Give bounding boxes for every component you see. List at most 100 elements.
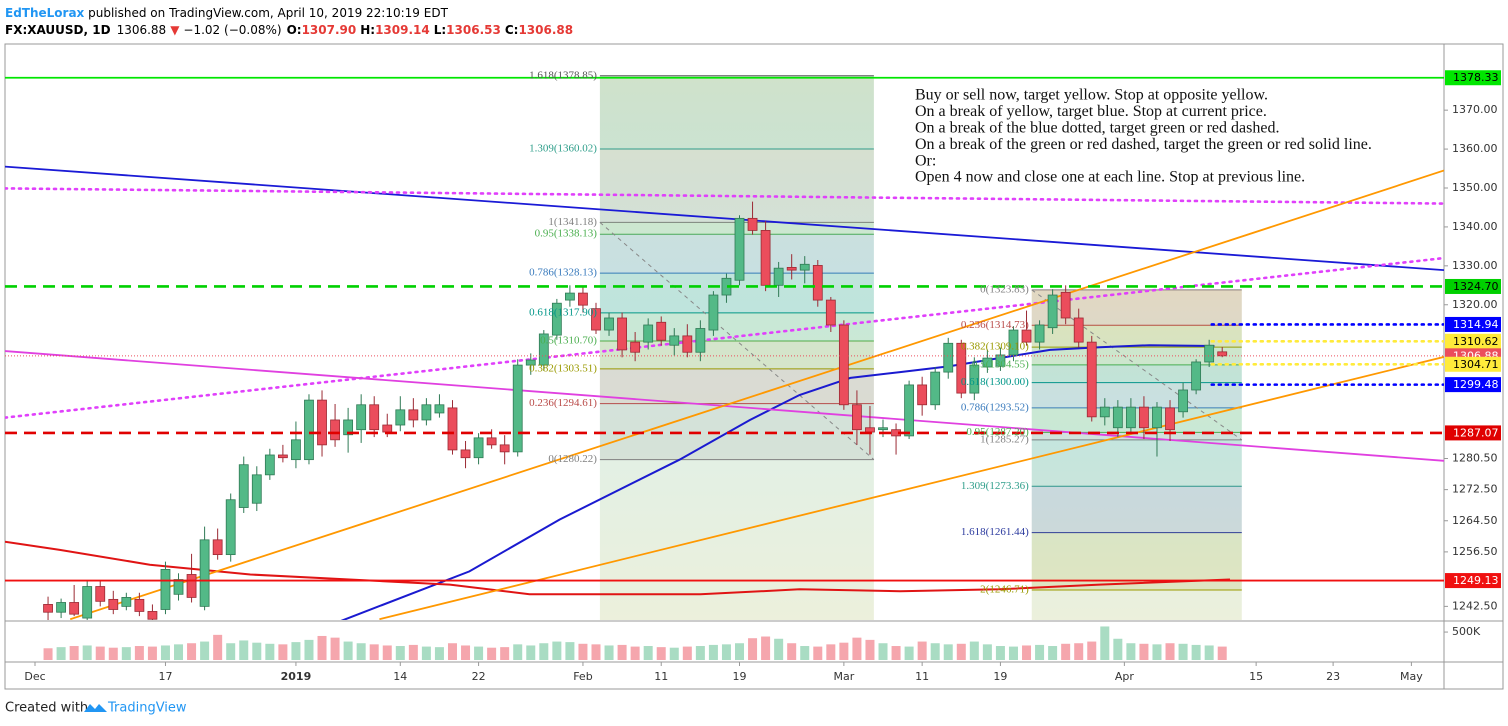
fib-label: 0.236(1314.73)	[961, 319, 1029, 331]
x-tick-label: 19	[733, 670, 747, 683]
candle-body	[408, 409, 419, 421]
x-tick-label: 11	[654, 670, 668, 683]
fib-label: 0.786(1328.13)	[529, 267, 597, 279]
candle-body	[199, 539, 210, 607]
footer: Created with TradingView	[5, 701, 187, 716]
volume-bar	[1035, 644, 1045, 660]
x-tick-label: 15	[1249, 670, 1263, 683]
fib-label: 0.95(1338.13)	[535, 228, 598, 240]
candle-body	[343, 419, 354, 436]
candle-body	[95, 586, 106, 602]
candle-body	[512, 364, 523, 453]
volume-bar	[591, 644, 601, 660]
fib-label: 1.309(1273.36)	[961, 480, 1029, 492]
price-badge	[1445, 278, 1501, 294]
x-tick-label: Apr	[1115, 670, 1135, 683]
candle-body	[708, 294, 719, 331]
volume-bar	[1165, 643, 1175, 660]
candle-body	[917, 384, 928, 406]
candle-body	[460, 449, 471, 459]
volume-bar	[708, 644, 718, 660]
y-tick-label: 1350.00	[1452, 181, 1498, 194]
author[interactable]: EdTheLorax	[5, 6, 85, 20]
candle-body	[43, 604, 53, 613]
fib-band	[599, 75, 874, 150]
y-tick-label: 1242.50	[1452, 599, 1498, 612]
fib-label: 0.5(1304.55)	[972, 358, 1029, 370]
change: −1.02 (−0.08%)	[183, 23, 281, 37]
candle-body	[1112, 406, 1123, 429]
trend-line	[5, 165, 1444, 272]
fib-label: 1.309(1360.02)	[529, 143, 597, 155]
candle-body	[525, 359, 536, 366]
x-tick-label: 23	[1326, 670, 1340, 683]
candle-body	[852, 404, 862, 431]
candle-body	[1060, 291, 1071, 319]
fib-band	[1031, 325, 1242, 348]
published: published on TradingView.com, April 10, …	[84, 6, 448, 20]
volume-bar	[539, 643, 549, 660]
candle-body	[551, 302, 562, 336]
volume-bar	[982, 644, 992, 660]
candle-body	[538, 333, 549, 366]
candle-body	[630, 341, 641, 353]
price-badge-label: 1304.71	[1453, 358, 1499, 371]
volume-layer	[43, 626, 1227, 660]
candle-body	[434, 404, 445, 414]
volume-bar	[382, 645, 392, 660]
volume-bar	[748, 638, 758, 660]
price-badge	[1445, 333, 1501, 349]
volume-bar	[735, 643, 745, 660]
fib-label: 0.786(1293.52)	[961, 401, 1029, 413]
candle-body	[695, 328, 706, 353]
candle-body	[1191, 361, 1202, 391]
volume-bar	[774, 638, 784, 660]
footer-brand[interactable]: TradingView	[107, 701, 187, 716]
fib-band	[1031, 407, 1242, 433]
annotation-line: On a break of yellow, target blue. Stop …	[915, 103, 1267, 120]
volume-bar	[343, 641, 353, 660]
ohlc-value: 1309.14	[375, 23, 430, 37]
volume-bar	[943, 644, 953, 660]
x-tick-label: 2019	[281, 670, 312, 683]
x-tick-label: 14	[393, 670, 407, 683]
volume-bar	[56, 647, 66, 660]
candle-body	[591, 308, 601, 331]
candle-body	[238, 464, 249, 508]
volume-bar	[800, 646, 810, 660]
price-badge-label: 1314.94	[1453, 318, 1499, 331]
ohlc-value: 1307.90	[302, 23, 357, 37]
volume-bar	[695, 646, 705, 660]
frame	[4, 43, 1504, 690]
volume-bar	[95, 646, 105, 660]
candle-body	[982, 357, 993, 368]
fib-label: 0.95(1287.20)	[966, 426, 1029, 438]
volume-bar	[1008, 646, 1018, 660]
volume-bar	[1191, 644, 1201, 660]
y-tick-label: 1370.00	[1452, 103, 1498, 116]
candle-body	[1217, 351, 1228, 357]
candle-body	[291, 439, 301, 461]
volume-bar	[1139, 643, 1149, 660]
volume-bar	[291, 642, 301, 660]
candle-body	[1152, 406, 1162, 429]
volume-bar	[1100, 626, 1110, 660]
volume-bar	[147, 646, 157, 660]
volume-bar	[682, 646, 692, 660]
price: 1306.88	[117, 23, 167, 37]
logo	[84, 704, 107, 712]
volume-bar	[1061, 643, 1071, 660]
volume-bar	[500, 647, 510, 660]
volume-bar	[826, 644, 836, 660]
ohlc-label: L:	[434, 23, 446, 37]
volume-bar	[1087, 641, 1097, 660]
volume-bar	[1126, 643, 1136, 660]
volume-bar	[174, 644, 184, 660]
annotation-line: Buy or sell now, target yellow. Stop at …	[915, 87, 1268, 104]
candle-body	[317, 399, 327, 446]
y-tick-label: 1280.50	[1452, 451, 1498, 464]
candle-body	[1099, 406, 1110, 418]
ohlc-value: 1306.88	[518, 23, 573, 37]
price-badge	[1445, 316, 1501, 332]
